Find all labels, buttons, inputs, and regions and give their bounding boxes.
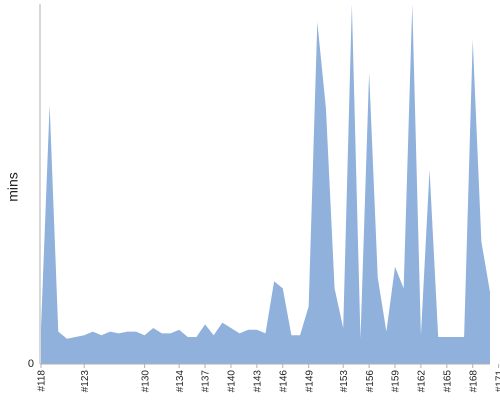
x-tick-label: #146: [278, 370, 289, 393]
x-tick-label: #123: [80, 370, 91, 393]
x-tick-label: #153: [339, 370, 350, 393]
x-tick-label: #168: [468, 370, 479, 393]
x-tick-label: #171: [494, 370, 500, 393]
y-tick-label-zero: 0: [28, 358, 34, 370]
x-tick-label: #137: [201, 370, 212, 393]
x-tick-label: #162: [417, 370, 428, 393]
y-axis-title: mins: [5, 172, 21, 202]
x-tick-label: #156: [365, 370, 376, 393]
x-tick-label: #165: [442, 370, 453, 393]
x-tick-label: #159: [391, 370, 402, 393]
x-tick-label: #118: [37, 370, 48, 392]
area-series: [41, 4, 490, 364]
x-tick-label: #134: [175, 370, 186, 393]
series-layer: [41, 4, 490, 364]
x-tick-label: #140: [227, 370, 238, 393]
x-axis-ticks: #118 #123 #130 #134 #137 #140 #143 #146 #149 #153…: [37, 364, 500, 392]
x-tick-label: #143: [253, 370, 264, 393]
x-tick-label: #130: [140, 370, 151, 393]
x-tick-label: #149: [304, 370, 315, 393]
